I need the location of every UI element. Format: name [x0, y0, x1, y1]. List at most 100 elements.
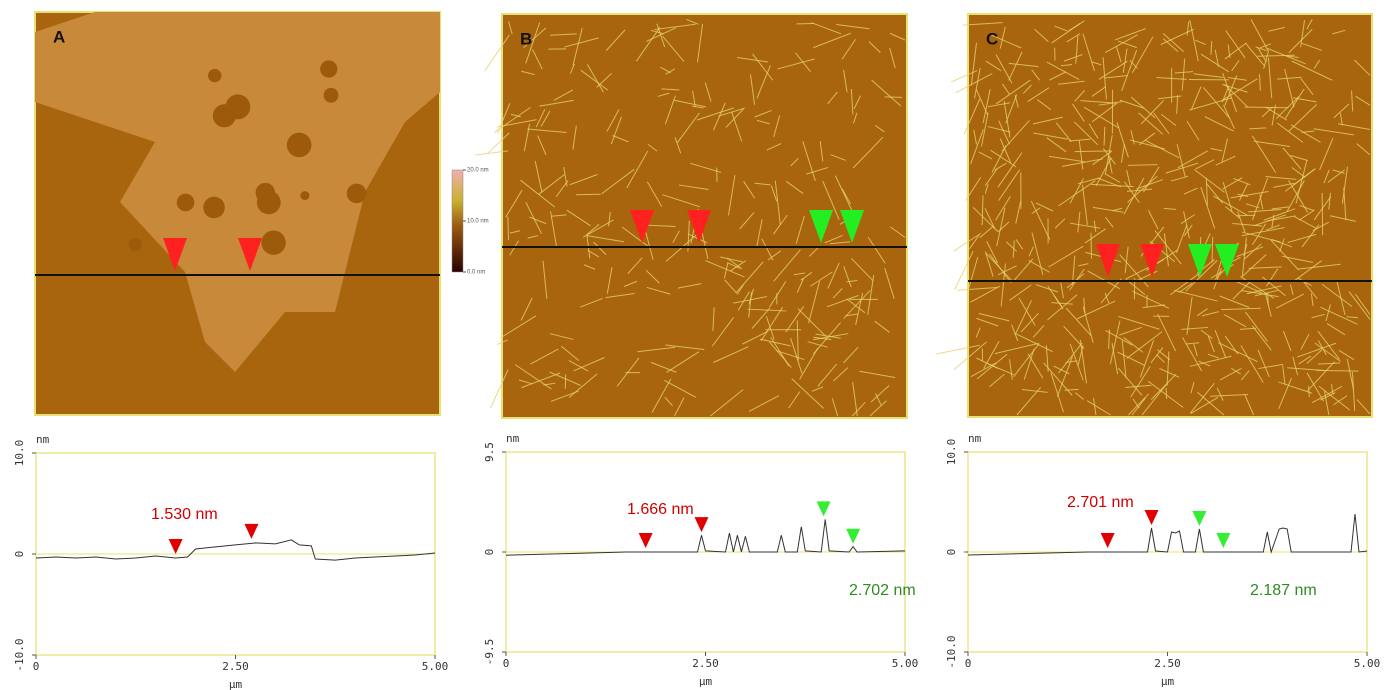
fibril — [979, 225, 995, 238]
fibril — [1047, 294, 1078, 321]
colorbar-label: 20.0 nm — [467, 168, 489, 174]
fibril — [627, 257, 643, 275]
fibril — [987, 126, 1011, 133]
fibril — [724, 279, 737, 294]
fibril — [1170, 175, 1189, 182]
fibril — [811, 386, 824, 392]
fibril — [1257, 349, 1270, 378]
fibril — [1104, 292, 1110, 304]
fibril — [998, 221, 1010, 232]
fibril — [994, 162, 1007, 171]
fibril — [1189, 97, 1233, 111]
fibril — [870, 385, 890, 403]
fibril — [998, 120, 1010, 145]
fibril — [1258, 363, 1284, 370]
fibril — [484, 34, 510, 72]
y-tick-label: -10.0 — [13, 638, 26, 671]
fibril — [769, 281, 787, 308]
fibril — [1294, 216, 1317, 229]
fibril — [1306, 349, 1323, 365]
fibril — [1066, 33, 1081, 43]
fibril — [1244, 394, 1255, 416]
y-tick-label: 0 — [945, 549, 958, 556]
fibril — [1323, 390, 1330, 416]
fibril — [525, 22, 541, 64]
fibril — [661, 88, 680, 91]
fibril — [509, 230, 521, 234]
fibril — [1176, 144, 1186, 178]
fibril — [802, 141, 816, 182]
fibril — [1200, 53, 1229, 73]
fibril — [984, 183, 989, 194]
fibril — [1108, 156, 1113, 174]
fibril — [1054, 218, 1066, 229]
fibril — [475, 150, 509, 156]
fibril — [974, 67, 981, 99]
pit — [346, 183, 367, 204]
fibril — [510, 113, 521, 118]
x-axis-label: µm — [699, 675, 713, 688]
fibril — [656, 23, 666, 48]
fibril — [843, 266, 852, 288]
fibril — [965, 177, 982, 201]
fibril — [646, 181, 663, 207]
fibril — [555, 180, 569, 198]
pit — [203, 196, 225, 219]
x-tick-label: 0 — [503, 657, 510, 670]
fibril — [696, 107, 734, 121]
fibril — [980, 112, 989, 147]
fibril — [1240, 345, 1264, 383]
fibril — [543, 382, 556, 386]
fibril — [785, 180, 804, 194]
cursor-marker — [1144, 510, 1159, 525]
fibril — [799, 347, 819, 380]
fibril — [852, 381, 858, 417]
fibril — [963, 98, 981, 135]
fibril — [1311, 313, 1325, 319]
fibril — [739, 212, 755, 230]
fibril — [1033, 132, 1069, 140]
fibril — [662, 35, 685, 62]
fibril — [1329, 215, 1357, 222]
fibril — [1252, 177, 1269, 221]
fibril — [587, 235, 624, 243]
fibril — [657, 92, 670, 97]
cursor-marker — [694, 517, 709, 533]
fibril — [1129, 139, 1165, 150]
fibril — [1153, 112, 1170, 135]
fibril — [1051, 302, 1073, 305]
fibril — [1086, 400, 1111, 416]
fibril — [646, 27, 677, 42]
fibril — [606, 109, 620, 132]
fibril — [1023, 348, 1035, 380]
fibril — [1103, 126, 1106, 146]
fibril — [610, 116, 622, 145]
fibril — [676, 112, 700, 143]
cursor-arrow — [809, 210, 833, 243]
fibril — [760, 306, 784, 342]
fibril — [1091, 102, 1118, 123]
fibril — [496, 103, 511, 135]
fibril — [1176, 224, 1188, 253]
fibril — [1310, 293, 1314, 307]
fibril — [1300, 78, 1314, 95]
cursor-marker — [846, 528, 861, 544]
fibril — [1221, 86, 1230, 103]
fibril — [976, 353, 1008, 380]
fibril — [1056, 356, 1073, 397]
fibril — [1190, 396, 1219, 415]
fibril — [1054, 25, 1068, 32]
fibril — [507, 216, 510, 241]
fibril — [586, 64, 604, 93]
fibril — [834, 175, 855, 216]
fibril — [566, 209, 591, 227]
fibril — [608, 211, 611, 227]
fibril — [1241, 237, 1247, 277]
fibril — [1189, 355, 1232, 367]
fibril — [1181, 58, 1186, 91]
fibril — [1139, 339, 1155, 378]
fibril — [972, 206, 999, 233]
fibril — [1092, 206, 1124, 213]
fibril — [995, 79, 1031, 105]
fibril — [1222, 181, 1233, 213]
